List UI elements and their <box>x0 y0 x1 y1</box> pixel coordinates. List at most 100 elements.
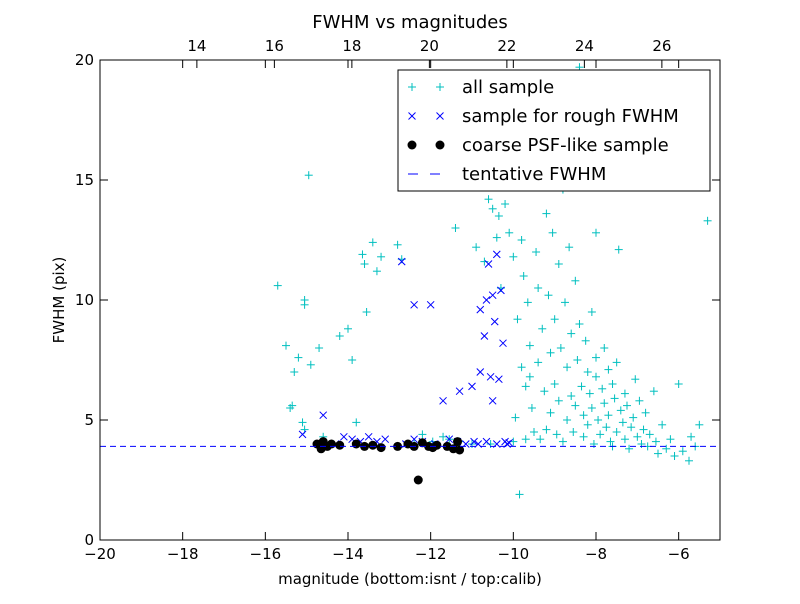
data-point <box>565 243 574 252</box>
data-point <box>631 375 640 384</box>
data-point <box>563 363 572 372</box>
legend-marker-x <box>408 112 444 120</box>
data-point <box>530 428 538 436</box>
data-point <box>583 420 592 429</box>
data-point <box>319 411 328 420</box>
data-point <box>633 432 642 441</box>
x-tick-label: −6 <box>668 545 690 563</box>
legend-box <box>397 69 711 192</box>
data-point <box>360 260 369 268</box>
data-point <box>606 437 615 446</box>
legend-label: sample for rough FWHM <box>462 106 679 127</box>
legend-marker-right <box>435 140 445 150</box>
chart-title: FWHM vs magnitudes <box>312 12 507 33</box>
data-point <box>306 360 315 369</box>
y-axis-label: FWHM (pix) <box>50 257 68 344</box>
x-tick-label: −20 <box>84 545 116 563</box>
data-point <box>670 452 679 460</box>
data-point <box>534 284 543 292</box>
data-point-b <box>364 432 373 441</box>
data-point <box>558 437 567 446</box>
data-point <box>335 332 344 340</box>
data-point-b <box>488 396 497 405</box>
data-point <box>604 365 613 374</box>
data-point <box>687 432 696 441</box>
data-point <box>571 276 580 285</box>
data-point <box>340 432 348 441</box>
data-point <box>426 300 435 309</box>
data-point <box>393 240 402 249</box>
data-point <box>480 257 489 266</box>
data-point <box>468 382 476 391</box>
data-point <box>567 329 576 338</box>
data-point <box>490 317 499 326</box>
data-point <box>592 372 600 381</box>
legend-marker-left-b <box>408 112 416 120</box>
data-point <box>662 444 671 453</box>
data-point-b <box>495 375 503 384</box>
y-tick-label: 15 <box>75 171 94 189</box>
data-point <box>290 368 299 376</box>
data-point <box>432 440 442 450</box>
legend-marker-right <box>436 83 444 91</box>
data-point <box>635 396 644 405</box>
data-point-b <box>480 332 489 340</box>
data-point <box>501 200 510 208</box>
x-tick-label: −12 <box>415 545 447 563</box>
data-point-b <box>470 437 478 446</box>
data-point <box>602 423 611 432</box>
data-point-b <box>381 435 390 444</box>
data-point <box>298 418 307 427</box>
data-point <box>612 428 621 436</box>
top-x-tick-label: 16 <box>265 37 284 55</box>
data-point-b <box>482 296 491 304</box>
data-point-b <box>410 300 418 309</box>
data-point <box>575 320 584 328</box>
data-point-b <box>468 382 476 391</box>
top-x-tick-label: 18 <box>342 37 361 55</box>
data-point <box>579 411 588 420</box>
data-point <box>494 212 503 220</box>
data-point <box>521 435 530 444</box>
data-point <box>368 440 378 450</box>
data-point <box>658 420 667 429</box>
data-point <box>273 281 282 290</box>
top-x-tick-label: 14 <box>187 37 206 55</box>
data-point <box>381 435 390 444</box>
data-point <box>604 411 613 420</box>
data-point <box>561 298 569 307</box>
data-point <box>482 296 491 304</box>
data-point <box>358 250 367 259</box>
data-point <box>298 430 307 439</box>
data-point <box>573 356 582 364</box>
data-point-b <box>486 372 495 381</box>
data-point <box>585 389 594 398</box>
data-point <box>497 286 505 295</box>
data-point-b <box>476 368 485 376</box>
legend-marker-left <box>408 112 416 120</box>
data-point <box>348 356 357 364</box>
data-point <box>511 413 520 422</box>
data-point <box>439 396 447 405</box>
data-point <box>618 418 627 427</box>
data-point-b <box>484 260 493 268</box>
top-x-tick-label: 20 <box>420 37 439 55</box>
data-point-b <box>482 437 491 446</box>
data-point <box>563 416 572 424</box>
data-point <box>377 252 386 261</box>
x-tick-label: −14 <box>332 545 364 563</box>
data-point <box>326 439 336 449</box>
data-point <box>544 291 553 300</box>
data-point <box>488 291 497 300</box>
data-point <box>445 435 454 444</box>
data-point <box>505 438 514 447</box>
data-point <box>651 437 660 446</box>
top-x-tick-label: 26 <box>652 37 671 55</box>
y-tick-label: 10 <box>75 291 94 309</box>
data-point <box>629 413 638 422</box>
data-point <box>484 195 493 204</box>
data-point-b <box>445 435 454 444</box>
data-point <box>546 348 555 357</box>
